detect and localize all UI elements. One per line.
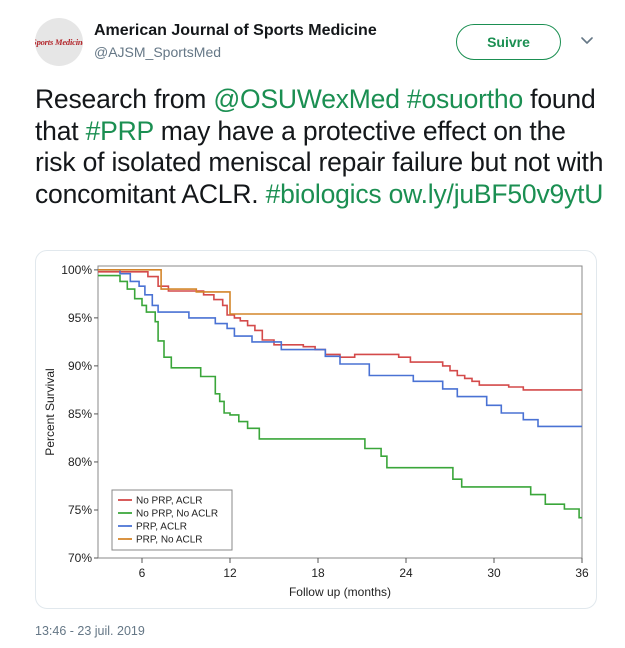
legend-label: PRP, No ACLR (136, 535, 203, 546)
mention-link-osuwexmed[interactable]: @OSUWexMed (213, 84, 400, 114)
tweet-media-image[interactable]: 6 12 18 24 30 36 70% 75% 80% 85% 90% 95% 100% Follow… (35, 250, 597, 609)
tweet-text-segment (381, 179, 388, 209)
x-tick-label: 12 (223, 566, 237, 580)
series-line-1 (98, 271, 582, 391)
x-tick-label: 36 (575, 566, 589, 580)
hashtag-link-prp[interactable]: #PRP (85, 115, 154, 146)
y-tick-label: 80% (68, 455, 92, 469)
tweet-text-segment: may have a protective effect on the risk… (35, 115, 604, 209)
account-name[interactable]: American Journal of Sports Medicine (94, 22, 377, 39)
legend-label: PRP, ACLR (136, 522, 187, 533)
y-tick-label: 95% (68, 311, 92, 325)
series-line-3 (98, 269, 582, 428)
tweet-text: Research from @OSUWexMed #osuortho found… (35, 84, 605, 210)
x-tick-label: 24 (399, 566, 413, 580)
x-tick-label: 6 (139, 566, 146, 580)
hashtag-link-osuortho[interactable]: #osuortho (406, 84, 523, 114)
tweet-text-segment: found that (35, 84, 596, 146)
y-tick-label: 100% (61, 263, 92, 277)
hashtag-link-biologics[interactable]: #biologics (265, 178, 382, 209)
legend-label: No PRP, ACLR (136, 496, 203, 507)
y-tick-label: 90% (68, 359, 92, 373)
x-axis-label: Follow up (months) (289, 585, 391, 599)
x-tick-label: 18 (311, 566, 325, 580)
y-axis-label: Percent Survival (43, 368, 57, 455)
series-line-2 (98, 274, 582, 519)
x-tick-label: 30 (487, 566, 501, 580)
y-tick-label: 85% (68, 407, 92, 421)
survival-chart: 6 12 18 24 30 36 70% 75% 80% 85% 90% 95% 100% Follow… (43, 263, 589, 599)
avatar-logo-text: Sports Medicine (35, 37, 83, 47)
follow-button[interactable]: Suivre (456, 24, 561, 60)
account-handle[interactable]: @AJSM_SportsMed (94, 44, 222, 60)
series-line-4 (98, 269, 582, 315)
tweet-text-segment: Research from (35, 84, 214, 114)
external-url-link[interactable]: ow.ly/juBF50v9ytU (388, 178, 604, 209)
chevron-down-icon[interactable] (578, 34, 596, 48)
legend-label: No PRP, No ACLR (136, 509, 218, 520)
y-tick-label: 75% (68, 503, 92, 517)
account-avatar[interactable]: Sports Medicine (35, 18, 83, 66)
tweet-text-segment (400, 84, 407, 114)
y-tick-label: 70% (68, 551, 92, 565)
tweet-timestamp[interactable]: 13:46 - 23 juil. 2019 (35, 624, 145, 638)
